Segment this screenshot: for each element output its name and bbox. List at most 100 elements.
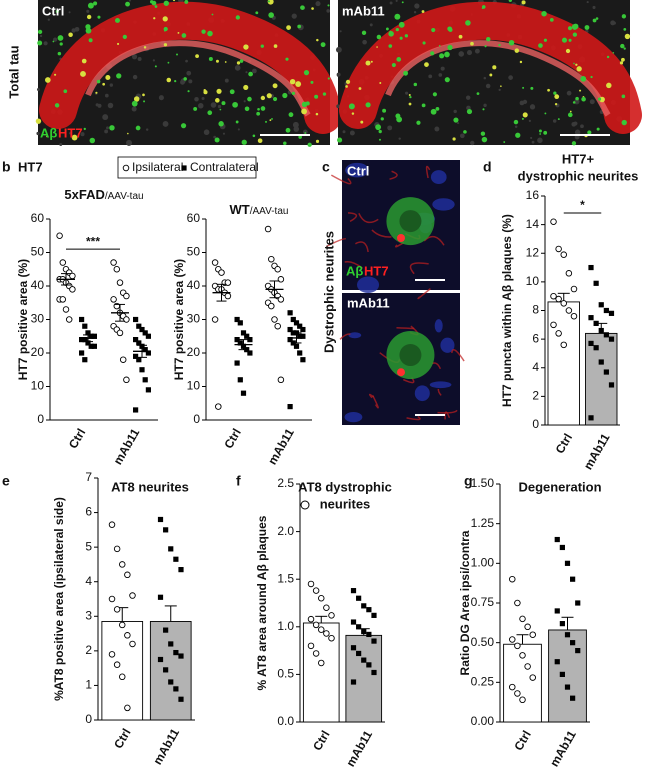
- texture: [102, 114, 109, 121]
- plaque: [260, 95, 266, 101]
- data-point: [234, 316, 240, 323]
- plaque: [431, 27, 436, 33]
- data-point: [318, 659, 325, 667]
- plaque: [465, 20, 471, 26]
- data-point: [564, 560, 571, 566]
- plaque: [219, 108, 222, 111]
- texture: [483, 76, 487, 80]
- plaque: [365, 102, 371, 108]
- plaque: [421, 103, 426, 108]
- texture: [398, 137, 401, 140]
- neurite: [347, 212, 358, 222]
- plaque: [257, 107, 260, 111]
- plaque: [96, 79, 101, 84]
- plaque: [282, 92, 288, 99]
- plaque: [424, 62, 429, 67]
- chart: 0 2 4 6 8 10 12 14 16 HT7 puncta within Aβ plaque…: [500, 151, 638, 472]
- texture: [197, 102, 204, 109]
- texture: [349, 130, 355, 136]
- image-label: mAb11: [347, 295, 390, 310]
- plaque: [623, 47, 626, 50]
- data-point: [598, 327, 604, 334]
- plaque: [122, 34, 127, 40]
- data-point: [108, 521, 116, 528]
- plaque: [458, 34, 463, 39]
- plaque: [621, 57, 625, 62]
- data-point: [237, 320, 243, 326]
- data-point: [277, 376, 285, 384]
- plaque-core: [399, 344, 422, 367]
- plaque: [391, 62, 396, 68]
- data-point: [297, 350, 303, 356]
- plaque: [567, 112, 573, 118]
- nucleus: [432, 198, 455, 211]
- plaque: [81, 58, 87, 64]
- data-point: [356, 650, 362, 657]
- plaque: [522, 112, 528, 118]
- data-point: [519, 615, 526, 623]
- plaque: [327, 77, 330, 80]
- plaque: [235, 15, 241, 20]
- plaque: [255, 11, 259, 15]
- plaque: [571, 24, 578, 30]
- data-point: [88, 343, 94, 349]
- plaque: [378, 138, 381, 141]
- data-point: [524, 623, 531, 631]
- chart-title: 5xFAD/AAV-tau: [64, 187, 143, 202]
- bar: [585, 332, 618, 426]
- data-point: [62, 306, 70, 313]
- plaque: [508, 0, 512, 2]
- plaque: [382, 108, 387, 113]
- texture: [610, 20, 616, 26]
- y-axis-label: Ratio DG Area ipsi/contra: [458, 530, 472, 675]
- texture: [456, 122, 460, 125]
- panel-letter: b: [2, 159, 11, 175]
- texture: [339, 30, 342, 33]
- plaque: [289, 78, 296, 85]
- data-point: [593, 345, 599, 351]
- plaque: [115, 17, 120, 23]
- texture: [68, 11, 71, 14]
- data-point: [287, 326, 293, 333]
- texture: [387, 125, 393, 131]
- data-point: [318, 594, 325, 602]
- data-point: [361, 657, 367, 663]
- plaque: [337, 137, 343, 143]
- data-point: [570, 312, 578, 320]
- data-point: [519, 696, 526, 704]
- plaque: [216, 88, 222, 94]
- plaque: [519, 60, 523, 64]
- data-point: [300, 357, 306, 363]
- plaque: [515, 132, 521, 138]
- data-point: [113, 545, 121, 553]
- chart: 0 1 2 3 4 5 6 7 %AT8 positive area (ipsilateral …: [52, 470, 195, 767]
- plaque: [447, 26, 453, 32]
- plaque: [561, 37, 568, 43]
- data-point: [560, 251, 568, 258]
- tissue-layer: [385, 40, 611, 117]
- plaque: [87, 2, 94, 9]
- data-point: [318, 626, 325, 633]
- texture: [465, 95, 471, 100]
- data-point: [559, 671, 565, 677]
- plaque: [595, 17, 599, 20]
- y-tick-label: 2: [532, 389, 539, 403]
- data-point: [560, 341, 568, 349]
- plaque: [376, 34, 382, 40]
- tissue-layer: [85, 40, 311, 117]
- plaque: [572, 101, 576, 104]
- data-point: [356, 624, 362, 630]
- neurite: [358, 212, 379, 224]
- nucleus: [344, 412, 363, 423]
- plaque: [235, 120, 239, 124]
- data-point: [122, 164, 130, 172]
- plaque: [149, 0, 154, 4]
- plaque: [88, 38, 93, 43]
- data-point: [559, 544, 565, 551]
- y-tick-label: 0: [85, 712, 92, 726]
- data-point: [133, 337, 139, 343]
- plaque: [538, 43, 543, 48]
- plaque: [395, 27, 399, 32]
- data-point: [113, 661, 121, 668]
- texture: [369, 23, 373, 27]
